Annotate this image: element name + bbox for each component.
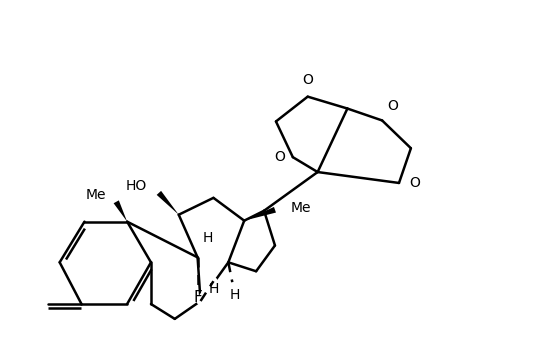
Text: O: O [302,73,313,87]
Polygon shape [114,200,127,222]
Text: O: O [387,99,398,112]
Text: H: H [230,288,241,302]
Text: O: O [274,150,285,164]
Text: F: F [193,289,202,305]
Text: O: O [409,176,420,190]
Polygon shape [201,280,216,301]
Text: H: H [208,282,218,296]
Text: H: H [202,231,212,245]
Text: Me: Me [291,201,311,215]
Polygon shape [157,191,179,215]
Text: Me: Me [86,188,106,202]
Text: HO: HO [126,179,147,193]
Polygon shape [244,207,276,221]
